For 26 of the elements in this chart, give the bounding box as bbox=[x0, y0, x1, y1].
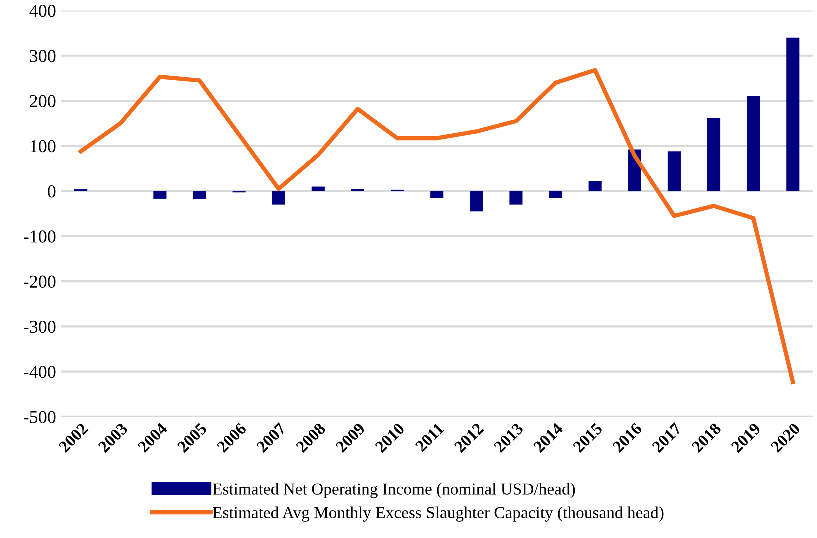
y-tick-label: -300 bbox=[24, 320, 56, 334]
bar bbox=[549, 191, 562, 198]
bar bbox=[312, 186, 325, 192]
legend-label: Estimated Avg Monthly Excess Slaughter Capacity (thousand head) bbox=[213, 506, 664, 522]
y-tick-label: 100 bbox=[30, 140, 56, 153]
y-tick-label: -400 bbox=[24, 366, 56, 378]
y-tick-label: 200 bbox=[30, 95, 56, 108]
y-tick-label: -200 bbox=[24, 276, 56, 288]
bar bbox=[430, 191, 444, 198]
y-tick-label: 400 bbox=[30, 5, 56, 18]
y-tick-label: -500 bbox=[24, 411, 56, 424]
bar bbox=[193, 191, 206, 200]
bar bbox=[272, 191, 286, 205]
bar bbox=[154, 191, 167, 199]
bar bbox=[588, 181, 602, 192]
bar bbox=[668, 152, 681, 192]
bar bbox=[786, 38, 800, 192]
line-series bbox=[78, 68, 796, 384]
y-tick-label: 300 bbox=[30, 50, 56, 62]
y-tick-label: -100 bbox=[24, 230, 56, 243]
y-tick-label: 0 bbox=[48, 186, 56, 198]
bar bbox=[747, 96, 760, 192]
legend-label: Estimated Net Operating Income (nominal USD/head) bbox=[213, 483, 576, 498]
bar bbox=[470, 191, 484, 212]
bar bbox=[510, 191, 523, 205]
bar bbox=[707, 118, 721, 192]
